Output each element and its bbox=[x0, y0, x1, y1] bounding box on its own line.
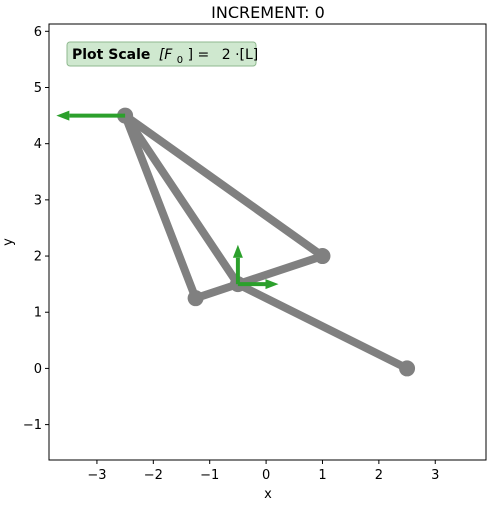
y-tick-label: 4 bbox=[34, 137, 42, 152]
truss-member bbox=[121, 111, 200, 303]
annotation-formula-lhs: [F bbox=[159, 47, 173, 63]
annotation-text: Plot Scale [F 0 ] = 2 ·[L] bbox=[72, 47, 258, 67]
force-arrow-head bbox=[265, 279, 279, 290]
x-tick-label: −2 bbox=[144, 468, 163, 483]
x-tick-label: 2 bbox=[375, 468, 383, 483]
truss-node bbox=[187, 290, 204, 307]
x-tick-label: −1 bbox=[200, 468, 219, 483]
y-tick-label: 1 bbox=[34, 306, 42, 321]
x-tick-label: 0 bbox=[262, 468, 270, 483]
truss-node bbox=[117, 107, 134, 124]
annotation-bold: Plot Scale bbox=[72, 47, 150, 63]
truss-member bbox=[233, 252, 327, 289]
force-arrow bbox=[56, 110, 126, 121]
x-tick-label: −3 bbox=[87, 468, 106, 483]
y-tick-label: 3 bbox=[34, 193, 42, 208]
truss-member bbox=[121, 111, 327, 261]
x-tick-label: 3 bbox=[431, 468, 439, 483]
truss-node bbox=[314, 248, 331, 265]
annotation-formula-sub: 0 bbox=[177, 55, 183, 66]
truss-member bbox=[233, 280, 412, 373]
x-tick-label: 1 bbox=[318, 468, 326, 483]
annotation-value: 2 ·[L] bbox=[222, 47, 259, 63]
annotation-box bbox=[66, 41, 257, 67]
members-layer bbox=[121, 111, 412, 373]
chart-title: INCREMENT: 0 bbox=[211, 3, 325, 22]
x-ticks: −3 −2 −1 0 1 2 3 bbox=[87, 460, 439, 483]
arrows-layer bbox=[56, 110, 279, 290]
truss-node bbox=[399, 360, 416, 377]
plot-scale-annotation: Plot Scale [F 0 ] = 2 ·[L] bbox=[66, 41, 258, 67]
force-arrow-head bbox=[56, 110, 70, 121]
nodes-layer bbox=[117, 107, 416, 377]
force-arrow bbox=[237, 279, 279, 290]
annotation-formula-rhs: ] = bbox=[188, 47, 210, 63]
y-tick-label: 2 bbox=[34, 250, 42, 265]
x-axis-label: x bbox=[264, 487, 272, 502]
y-tick-label: −1 bbox=[23, 418, 42, 433]
y-axis-label: y bbox=[1, 238, 16, 246]
truss-member bbox=[121, 111, 242, 289]
force-arrow bbox=[232, 244, 243, 285]
force-arrow-head bbox=[232, 244, 243, 258]
y-tick-label: 5 bbox=[34, 81, 42, 96]
y-tick-label: 0 bbox=[34, 362, 42, 377]
plot-frame bbox=[48, 23, 487, 461]
y-ticks: −1 0 1 2 3 4 5 6 bbox=[23, 25, 49, 433]
y-tick-label: 6 bbox=[34, 25, 42, 40]
